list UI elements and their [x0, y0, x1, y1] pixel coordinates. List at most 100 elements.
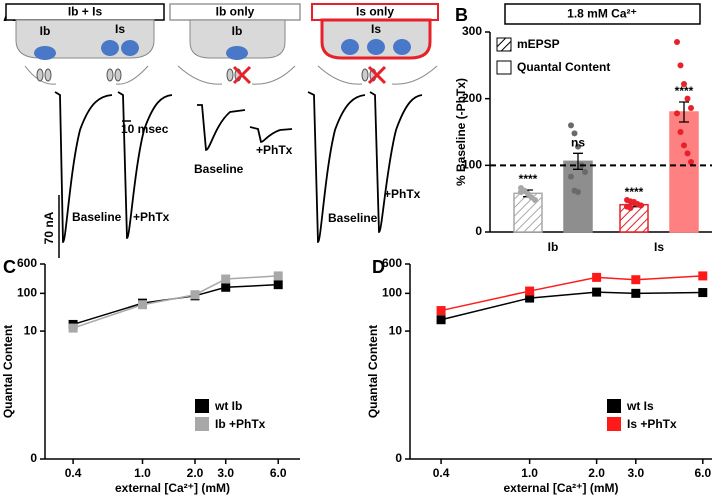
legend-swatch: [607, 417, 621, 431]
bouton: [101, 40, 119, 56]
data-point: [681, 142, 687, 149]
bouton: [341, 39, 359, 55]
x-tick-label: 3.0: [217, 466, 234, 480]
significance: ****: [625, 185, 644, 199]
significance: ****: [519, 172, 538, 186]
legend-swatch: [496, 37, 512, 52]
chart-title: 1.8 mM Ca²⁺: [567, 7, 637, 21]
x-tick-label: 6.0: [270, 466, 287, 480]
y-axis-label: Quantal Content: [366, 325, 380, 418]
y-tick-label: 300: [462, 24, 482, 38]
block-mark: [232, 65, 252, 85]
y-tick-label: 200: [462, 91, 482, 105]
x-tick-label: 0.4: [433, 466, 450, 480]
panel-label: B: [455, 5, 468, 25]
legend-label: Quantal Content: [517, 60, 610, 74]
data-point: [684, 95, 691, 102]
legend-swatch: [496, 60, 512, 75]
data-point: [592, 272, 602, 282]
data-point: [525, 286, 535, 296]
membrane: [177, 65, 296, 85]
bar: [669, 111, 699, 233]
x-axis-label: external [Ca²⁺] (mM): [115, 481, 230, 495]
series-line: [72, 275, 279, 329]
trace-label: +PhTx: [256, 143, 293, 157]
muscle: [189, 19, 286, 59]
scale-label: 70 nA: [42, 211, 56, 244]
legend-swatch: [195, 417, 209, 431]
legend-label: mEPSP: [517, 37, 560, 51]
trace-label: +PhTx: [133, 210, 170, 224]
data-point: [575, 143, 581, 150]
trace-label: Baseline: [194, 162, 244, 176]
bouton: [393, 39, 411, 55]
data-point: [518, 189, 524, 195]
data-point: [688, 105, 694, 111]
data-point: [681, 81, 687, 87]
data-point: [684, 150, 691, 157]
data-point: [273, 271, 283, 281]
traces: [54, 91, 423, 243]
terminal-label: Ib: [40, 24, 51, 38]
data-point: [638, 202, 644, 209]
scale-bar: [58, 120, 131, 258]
panel-label: C: [3, 257, 16, 277]
data-point: [221, 274, 231, 284]
x-tick-label: Ib: [548, 240, 559, 254]
data-point: [592, 287, 602, 297]
y-tick-label: 0: [395, 451, 402, 465]
x-axis-label: external [Ca²⁺] (mM): [503, 481, 618, 495]
bouton: [367, 39, 385, 55]
legend-swatch: [607, 399, 621, 413]
data-point: [436, 306, 446, 316]
membrane: [317, 65, 438, 85]
x-tick-label: 1.0: [521, 466, 538, 480]
bouton: [34, 46, 56, 60]
trace-label: Baseline: [72, 210, 122, 224]
y-axis-label: % Baseline (-PhTx): [454, 78, 468, 186]
data-point: [532, 197, 538, 203]
x-tick-label: 2.0: [187, 466, 204, 480]
data-point: [674, 39, 680, 45]
x-tick-label: 0.4: [65, 466, 82, 480]
bar: [619, 203, 649, 233]
data-point: [190, 290, 200, 300]
data-point: [698, 288, 708, 298]
y-tick-label: 100: [17, 286, 37, 300]
data-point: [68, 323, 78, 333]
terminal-label: Ib: [232, 24, 243, 38]
terminal-label: Is: [371, 22, 381, 36]
data-point: [575, 189, 581, 195]
legend-label: Is +PhTx: [627, 417, 677, 431]
panel-label: D: [372, 257, 385, 277]
data-point: [436, 315, 446, 325]
series-line: [440, 291, 703, 321]
error-bar: [679, 101, 689, 123]
data-point: [568, 122, 574, 129]
y-tick-label: 600: [382, 256, 402, 270]
title-box: [504, 3, 701, 25]
data-point: [677, 62, 684, 69]
legend-label: wt Is: [626, 399, 654, 413]
data-point: [627, 205, 634, 211]
x-tick-label: Is: [654, 240, 664, 254]
bouton: [121, 40, 139, 56]
scale-label: 10 msec: [121, 122, 169, 136]
y-tick-label: 0: [30, 451, 37, 465]
trace-label: Baseline: [328, 211, 378, 225]
data-point: [138, 300, 148, 310]
y-tick-label: 600: [17, 256, 37, 270]
legend-label: Ib +PhTx: [215, 417, 266, 431]
data-point: [698, 271, 708, 281]
data-point: [582, 169, 588, 175]
y-tick-label: 10: [389, 323, 403, 337]
data-point: [674, 110, 680, 117]
significance: ****: [675, 84, 694, 98]
y-axis-label: Quantal Content: [1, 325, 15, 418]
x-tick-label: 3.0: [627, 466, 644, 480]
legend-swatch: [195, 399, 209, 413]
data-point: [677, 129, 684, 135]
y-tick-label: 100: [382, 286, 402, 300]
x-tick-label: 6.0: [694, 466, 711, 480]
